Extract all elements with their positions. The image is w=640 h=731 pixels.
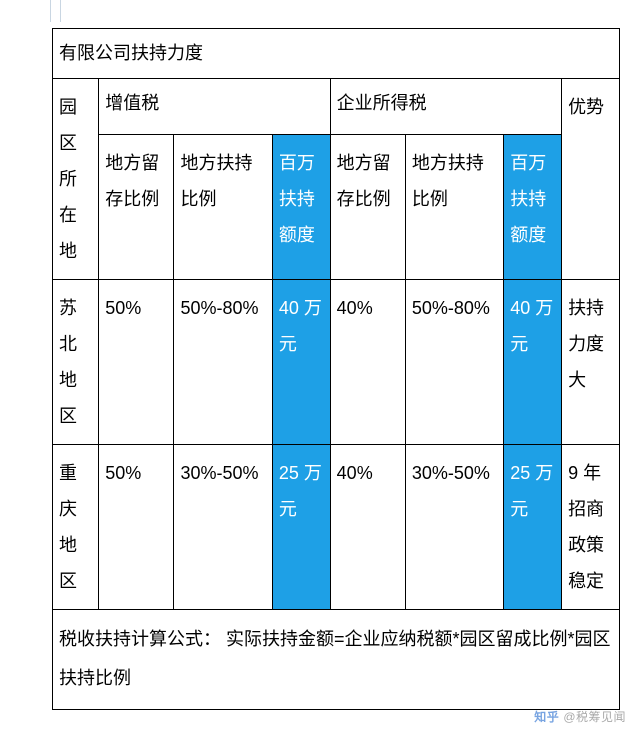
cell-region: 重庆地区 bbox=[53, 444, 99, 609]
cell-vat-retain: 50% bbox=[99, 444, 174, 609]
header-cit: 企业所得税 bbox=[330, 78, 561, 134]
cell-vat-support: 50%-80% bbox=[174, 279, 272, 444]
table-header-row-2: 地方留存比例 地方扶持比例 百万扶持额度 地方留存比例 地方扶持比例 百万扶持额… bbox=[53, 134, 620, 279]
cell-advantage: 9 年招商政策稳定 bbox=[562, 444, 620, 609]
table-title-row: 有限公司扶持力度 bbox=[53, 29, 620, 79]
cell-cit-support: 50%-80% bbox=[405, 279, 503, 444]
page: 有限公司扶持力度 园区所在地 增值税 企业所得税 优势 地方留存比例 地方扶持比… bbox=[0, 0, 640, 718]
cell-region: 苏北地区 bbox=[53, 279, 99, 444]
support-table: 有限公司扶持力度 园区所在地 增值税 企业所得税 优势 地方留存比例 地方扶持比… bbox=[52, 28, 620, 710]
cell-cit-per-million: 25 万元 bbox=[504, 444, 562, 609]
cell-cit-support: 30%-50% bbox=[405, 444, 503, 609]
watermark-text: @税筹见闻 bbox=[563, 710, 626, 724]
cell-vat-support: 30%-50% bbox=[174, 444, 272, 609]
table-row: 重庆地区 50% 30%-50% 25 万元 40% 30%-50% 25 万元… bbox=[53, 444, 620, 609]
watermark: 知乎 @税筹见闻 bbox=[534, 708, 626, 725]
header-vat-support: 地方扶持比例 bbox=[174, 134, 272, 279]
table-header-row-1: 园区所在地 增值税 企业所得税 优势 bbox=[53, 78, 620, 134]
column-guide bbox=[50, 0, 51, 22]
header-cit-retain: 地方留存比例 bbox=[330, 134, 405, 279]
header-cit-per-million: 百万扶持额度 bbox=[504, 134, 562, 279]
cell-cit-retain: 40% bbox=[330, 279, 405, 444]
header-cit-support: 地方扶持比例 bbox=[405, 134, 503, 279]
table-row: 苏北地区 50% 50%-80% 40 万元 40% 50%-80% 40 万元… bbox=[53, 279, 620, 444]
header-region: 园区所在地 bbox=[53, 78, 99, 279]
cell-cit-retain: 40% bbox=[330, 444, 405, 609]
cell-vat-retain: 50% bbox=[99, 279, 174, 444]
column-guide bbox=[60, 0, 61, 22]
header-vat-per-million: 百万扶持额度 bbox=[272, 134, 330, 279]
cell-cit-per-million: 40 万元 bbox=[504, 279, 562, 444]
header-vat: 增值税 bbox=[99, 78, 330, 134]
table-formula-row: 税收扶持计算公式： 实际扶持金额=企业应纳税额*园区留成比例*园区扶持比例 bbox=[53, 609, 620, 709]
header-vat-retain: 地方留存比例 bbox=[99, 134, 174, 279]
cell-vat-per-million: 40 万元 bbox=[272, 279, 330, 444]
header-advantage: 优势 bbox=[562, 78, 620, 279]
formula-cell: 税收扶持计算公式： 实际扶持金额=企业应纳税额*园区留成比例*园区扶持比例 bbox=[53, 609, 620, 709]
cell-advantage: 扶持力度大 bbox=[562, 279, 620, 444]
table-title: 有限公司扶持力度 bbox=[53, 29, 620, 79]
zhihu-logo-icon: 知乎 bbox=[534, 710, 559, 724]
cell-vat-per-million: 25 万元 bbox=[272, 444, 330, 609]
